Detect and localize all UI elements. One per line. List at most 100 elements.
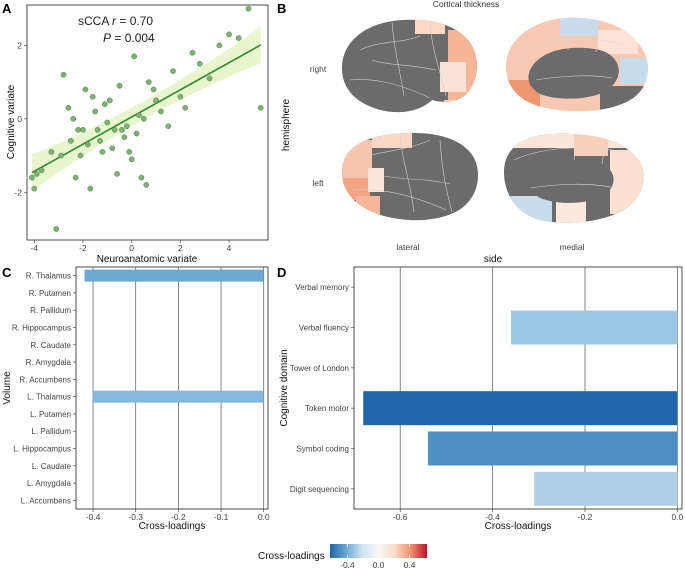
x-tick-labels: -0.4 -0.3 -0.2 -0.1 0.0 xyxy=(86,509,270,522)
category-label: Symbol coding xyxy=(297,445,349,454)
brain-map-title: Cortical thickness xyxy=(433,0,500,9)
scatter-point xyxy=(245,5,252,12)
scatter-point xyxy=(111,126,118,133)
category-label: L. Thalamus xyxy=(27,393,71,402)
category-label: R. Pallidum xyxy=(30,306,71,315)
scatter-point xyxy=(92,108,99,115)
bar xyxy=(93,390,264,403)
scatter-point xyxy=(77,152,84,159)
x-tick-label: -4 xyxy=(31,243,39,253)
scatter-point xyxy=(123,123,130,130)
y-tick-label: -2 xyxy=(14,187,22,197)
category-label: L. Hippocampus xyxy=(13,445,71,454)
y-tick-label: 0 xyxy=(17,114,22,124)
brain-region-precuneus xyxy=(610,150,644,214)
scatter-point xyxy=(33,171,40,177)
category-label: L. Caudate xyxy=(32,462,72,471)
scatter-point xyxy=(150,86,157,93)
category-label: R. Hippocampus xyxy=(12,324,71,333)
brain-sulci xyxy=(353,135,453,213)
panel-letter-b: B xyxy=(277,1,286,16)
category-label: R. Thalamus xyxy=(26,272,71,281)
scatter-points-layer xyxy=(29,5,264,232)
scatter-point xyxy=(133,130,140,137)
scatter-point xyxy=(102,101,108,107)
scatter-point xyxy=(31,185,38,192)
bars xyxy=(363,310,678,506)
category-label: Verbal fluency xyxy=(299,324,349,333)
bars xyxy=(84,269,264,403)
scatter-point xyxy=(226,31,232,38)
scatter-point xyxy=(65,104,72,111)
gridlines xyxy=(92,267,265,509)
scatter-point xyxy=(72,174,79,181)
scatter-point xyxy=(53,226,60,232)
scatter-point xyxy=(216,42,223,49)
scatter-point xyxy=(145,79,152,85)
scatter-point xyxy=(138,174,145,181)
stat-annotation-p: P = 0.004 xyxy=(103,31,155,45)
scatter-point xyxy=(58,152,64,159)
x-tick-label: -0.3 xyxy=(128,512,143,522)
category-label: L. Accumbens xyxy=(21,496,71,505)
brain-region-temporal-pole xyxy=(356,196,380,220)
category-labels: R. Thalamus R. Putamen R. Pallidum R. Hippo… xyxy=(12,272,76,505)
stat-annotation-r: sCCA r = 0.70 xyxy=(78,14,153,28)
category-label: R. Putamen xyxy=(29,289,71,298)
scatter-point xyxy=(109,145,116,152)
scatter-point xyxy=(116,82,123,89)
brain-region-medial-wall xyxy=(528,47,619,99)
bar xyxy=(84,269,264,282)
row-axis-title: hemisphere xyxy=(281,98,292,151)
scatter-point xyxy=(104,119,111,126)
volume-bar-panel: R. Thalamus R. Putamen R. Pallidum R. Hippo… xyxy=(2,266,270,532)
y-tick-label: 2 xyxy=(17,40,22,50)
legend-tick-label: 0.4 xyxy=(404,560,416,570)
category-label: R. Caudate xyxy=(31,341,72,350)
y-axis-title: Cognitive variate xyxy=(6,84,17,159)
x-tick-label: 0.0 xyxy=(258,512,270,522)
scatter-point xyxy=(140,115,147,122)
scatter-panel: -4 -2 0 2 4 -2 0 2 sCCA r = 0.70 P = 0.004 Neu… xyxy=(6,4,269,265)
scatter-point xyxy=(128,156,135,163)
category-label: L. Pallidum xyxy=(31,427,71,436)
brain-region-medial-orbitofrontal xyxy=(504,196,552,223)
scatter-point xyxy=(29,174,35,181)
scatter-point xyxy=(189,49,196,56)
y-axis-title: Volume xyxy=(2,371,13,405)
col-label-medial: medial xyxy=(559,242,584,252)
x-tick-labels: -4 -2 0 2 4 xyxy=(31,240,232,253)
category-label: R. Accumbens xyxy=(19,375,71,384)
scatter-point xyxy=(99,149,106,155)
brain-region-cuneus xyxy=(620,58,648,84)
row-label-right: right xyxy=(310,64,327,74)
x-tick-label: -0.2 xyxy=(171,512,186,522)
x-tick-label: -2 xyxy=(79,243,87,253)
y-tick-labels: -2 0 2 xyxy=(14,40,27,197)
scatter-point xyxy=(165,123,172,130)
bar xyxy=(511,310,678,345)
category-labels: Verbal memory Verbal fluency Tower of Lond… xyxy=(290,283,354,494)
scatter-point xyxy=(153,97,159,104)
brain-sulci xyxy=(349,21,447,99)
y-axis-title: Cognitive domain xyxy=(279,349,290,426)
brain-left-lateral xyxy=(342,132,478,221)
panel-letter-c: C xyxy=(2,265,12,280)
scatter-point xyxy=(106,97,113,104)
category-label: L. Amygdala xyxy=(27,479,72,488)
scatter-point xyxy=(136,112,142,119)
panel-letter-a: A xyxy=(2,1,12,16)
brain-sulci xyxy=(517,19,621,81)
cognitive-plot-frame xyxy=(353,266,683,510)
brain-left-medial xyxy=(504,133,644,223)
regression-line xyxy=(31,44,262,174)
category-label: Tower of London xyxy=(290,364,349,373)
brain-region-superior-frontal xyxy=(372,132,412,148)
scatter-point xyxy=(97,138,103,144)
cognitive-bar-panel: Verbal memory Verbal fluency Tower of Lond… xyxy=(279,266,684,532)
category-label: R. Amygdala xyxy=(26,358,72,367)
category-label: Digit sequencing xyxy=(290,485,349,494)
volume-plot-frame xyxy=(75,266,269,510)
brain-region-paracentral xyxy=(560,17,598,36)
